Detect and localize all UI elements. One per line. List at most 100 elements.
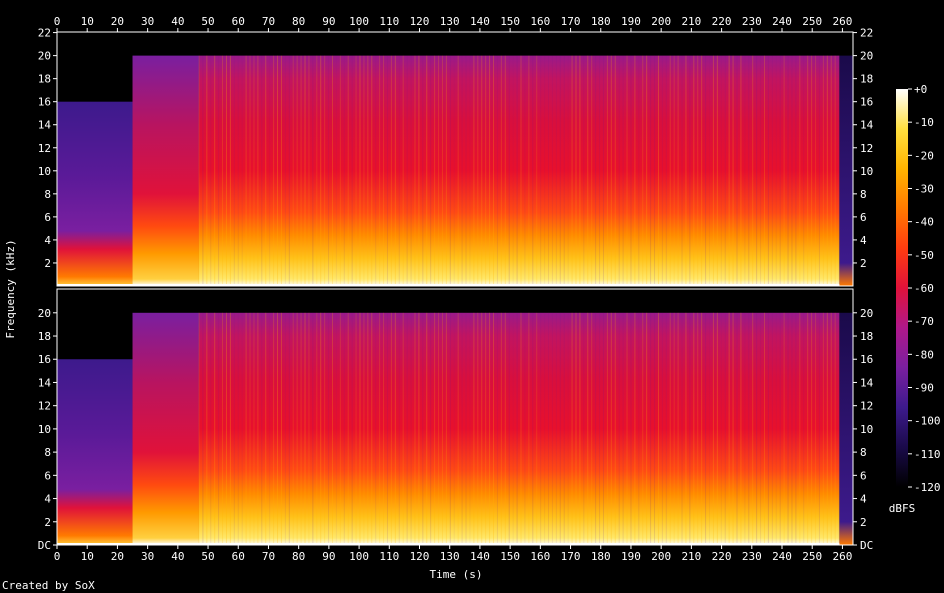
x-tick-label: 60	[232, 550, 245, 563]
y-tick-label: 4	[44, 493, 51, 506]
x-tick-label: 90	[322, 15, 335, 28]
y-tick-label: 16	[38, 353, 51, 366]
y-tick-label: 6	[860, 469, 867, 482]
colorbar-tick-label: -10	[914, 116, 934, 129]
y-tick-label: 8	[44, 188, 51, 201]
y-tick-label: 16	[38, 96, 51, 109]
x-tick-label: 10	[81, 550, 94, 563]
colorbar-tick-label: -30	[914, 183, 934, 196]
colorbar-tick-label: +0	[914, 83, 927, 96]
y-tick-label: 2	[44, 516, 51, 529]
footer-credit: Created by SoX	[2, 579, 95, 592]
x-tick-label: 80	[292, 550, 305, 563]
y-tick-label: 4	[44, 234, 51, 247]
y-tick-label: 16	[860, 96, 873, 109]
x-tick-label: 80	[292, 15, 305, 28]
x-tick-label: 200	[651, 550, 671, 563]
x-tick-label: 200	[651, 15, 671, 28]
colorbar-tick-label: -90	[914, 382, 934, 395]
x-tick-label: 10	[81, 15, 94, 28]
x-tick-label: 50	[201, 550, 214, 563]
y-axis-label: Frequency (kHz)	[4, 239, 17, 338]
x-tick-label: 50	[201, 15, 214, 28]
y-tick-label: 6	[44, 211, 51, 224]
y-tick-label: 20	[860, 307, 873, 320]
y-tick-label: 18	[860, 330, 873, 343]
y-tick-label: 14	[38, 376, 52, 389]
x-tick-label: 60	[232, 15, 245, 28]
x-tick-label: 70	[262, 15, 275, 28]
y-tick-label: 8	[44, 446, 51, 459]
y-tick-label: 10	[38, 423, 51, 436]
spectrum-segment-4	[839, 312, 853, 545]
colorbar-tick-label: -50	[914, 249, 934, 262]
spectrum-segment-3	[198, 312, 840, 545]
x-tick-label: 130	[440, 550, 460, 563]
x-tick-label: 0	[54, 15, 61, 28]
axes: 0 0 10 10 20 20 30 30 40 40 50 50 60 60 70 70 80 80 90 90 10…	[54, 15, 853, 563]
x-tick-label: 220	[712, 15, 732, 28]
spectrum-segment-3	[198, 55, 840, 286]
x-tick-label: 160	[530, 550, 550, 563]
x-tick-label: 120	[410, 15, 430, 28]
y-tick-label: 6	[44, 469, 51, 482]
y-tick-label: 16	[860, 353, 873, 366]
y-tick-label: 10	[860, 423, 873, 436]
x-tick-label: 100	[349, 15, 369, 28]
y-tick-label: 10	[38, 165, 51, 178]
x-tick-label: 110	[379, 550, 399, 563]
colorbar-tick-label: -110	[914, 448, 941, 461]
y-tick-label: 20	[38, 50, 51, 63]
y-tick-label: 18	[38, 330, 51, 343]
y-tick-label: 14	[860, 119, 874, 132]
y-tick-label: 8	[860, 188, 867, 201]
x-tick-label: 220	[712, 550, 732, 563]
y-tick-label: 14	[38, 119, 52, 132]
x-tick-label: 230	[742, 15, 762, 28]
spectrum-segment-4	[839, 55, 853, 286]
y-tick-label: 20	[860, 50, 873, 63]
x-tick-label: 230	[742, 550, 762, 563]
y-tick-label: 18	[38, 73, 51, 86]
x-tick-label: 130	[440, 15, 460, 28]
x-tick-label: 190	[621, 15, 641, 28]
colorbar-tick-label: -20	[914, 149, 934, 162]
y-tick-label: 4	[860, 493, 867, 506]
y-tick-label: 22	[38, 27, 51, 40]
y-tick-label: 20	[38, 307, 51, 320]
y-tick-label: 14	[860, 376, 874, 389]
spectrum-segment-2	[132, 55, 199, 286]
x-tick-label: 210	[681, 15, 701, 28]
x-axis-label: Time (s)	[430, 568, 483, 581]
colorbar-tick-label: -70	[914, 315, 934, 328]
y-tick-label: 12	[860, 400, 873, 413]
y-tick-label: 12	[38, 400, 51, 413]
colorbar-tick-label: -100	[914, 415, 941, 428]
colorbar-tick-label: -40	[914, 216, 934, 229]
y-tick-label: 8	[860, 446, 867, 459]
panel-frame	[56, 288, 854, 546]
low-frequency-band	[57, 543, 840, 545]
x-tick-label: 20	[111, 15, 124, 28]
x-tick-label: 110	[379, 15, 399, 28]
x-tick-label: 100	[349, 550, 369, 563]
x-tick-label: 140	[470, 15, 490, 28]
x-tick-label: 20	[111, 550, 124, 563]
x-tick-label: 0	[54, 550, 61, 563]
colorbar-tick-label: -60	[914, 282, 934, 295]
x-tick-label: 250	[802, 550, 822, 563]
x-tick-label: 260	[832, 550, 852, 563]
x-tick-label: 190	[621, 550, 641, 563]
y-tick-label: 2	[860, 516, 867, 529]
x-tick-label: 260	[832, 15, 852, 28]
panel-frame	[56, 31, 854, 287]
y-tick-label: 6	[860, 211, 867, 224]
x-tick-label: 170	[561, 550, 581, 563]
y-tick-label: 18	[860, 73, 873, 86]
x-tick-label: 240	[772, 15, 792, 28]
x-tick-label: 30	[141, 550, 154, 563]
x-tick-label: 170	[561, 15, 581, 28]
y-tick-label: 12	[38, 142, 51, 155]
x-tick-label: 160	[530, 15, 550, 28]
